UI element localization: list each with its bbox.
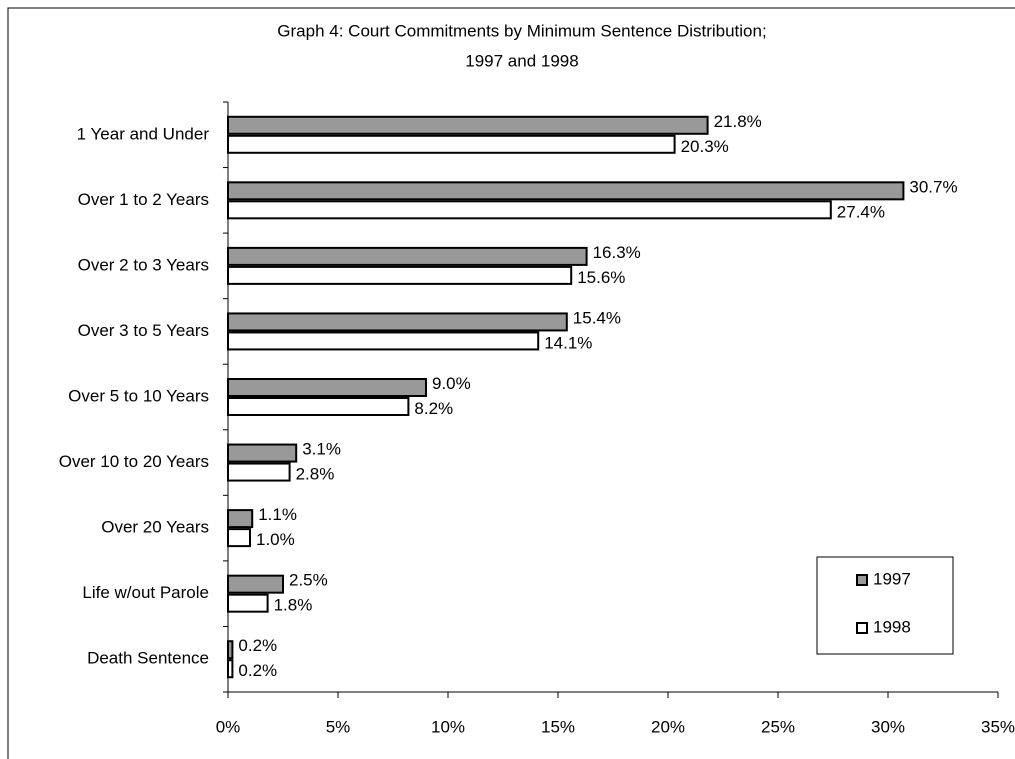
x-tick-label: 30%: [871, 717, 905, 736]
data-label: 0.2%: [238, 636, 277, 655]
data-label: 20.3%: [681, 137, 729, 156]
data-label: 15.4%: [573, 308, 621, 327]
y-tick-label: Life w/out Parole: [82, 583, 209, 602]
data-label: 3.1%: [302, 440, 341, 459]
bar: [227, 378, 427, 397]
y-tick-label: 1 Year and Under: [77, 124, 210, 143]
data-label: 2.5%: [289, 571, 328, 590]
bar: [227, 265, 573, 285]
legend-box: [816, 556, 954, 655]
legend-label: 1998: [873, 617, 911, 636]
bar: [227, 246, 588, 266]
bar: [227, 528, 251, 548]
y-tick-label: Death Sentence: [87, 649, 209, 668]
data-label: 16.3%: [593, 243, 641, 262]
chart-title: Graph 4: Court Commitments by Minimum Se…: [277, 21, 766, 40]
y-tick-label: Over 3 to 5 Years: [78, 321, 209, 340]
data-label: 1.8%: [274, 596, 313, 615]
x-tick-label: 10%: [431, 717, 465, 736]
y-tick-label: Over 10 to 20 Years: [59, 452, 209, 471]
x-tick-label: 20%: [651, 717, 685, 736]
y-tick-label: Over 5 to 10 Years: [68, 386, 209, 405]
data-label: 2.8%: [296, 465, 335, 484]
bar: [227, 574, 284, 594]
bar: [227, 397, 410, 416]
y-tick-label: Over 20 Years: [101, 518, 209, 537]
bar: [227, 593, 269, 613]
bar: [227, 509, 254, 529]
data-label: 0.2%: [238, 661, 277, 680]
data-label: 21.8%: [714, 112, 762, 131]
x-tick-label: 25%: [761, 717, 795, 736]
bar: [227, 312, 568, 332]
legend-label: 1997: [873, 569, 911, 588]
data-label: 9.0%: [432, 374, 471, 393]
data-label: 1.0%: [256, 530, 295, 549]
y-tick-label: Over 1 to 2 Years: [78, 190, 209, 209]
bar: [227, 443, 298, 463]
x-tick-label: 15%: [541, 717, 575, 736]
legend-swatch: [856, 574, 868, 586]
data-label: 8.2%: [414, 399, 453, 418]
data-label: 15.6%: [577, 268, 625, 287]
bar: [227, 134, 676, 154]
bar: [227, 181, 905, 201]
chart-title: 1997 and 1998: [465, 51, 578, 70]
bar: [227, 115, 709, 135]
bar: [227, 640, 234, 660]
data-label: 1.1%: [258, 505, 297, 524]
data-label: 14.1%: [544, 333, 592, 352]
bar: [227, 200, 832, 220]
data-label: 30.7%: [909, 177, 957, 196]
x-tick-label: 5%: [326, 717, 351, 736]
bar: [227, 462, 291, 482]
x-tick-label: 0%: [216, 717, 241, 736]
data-label: 27.4%: [837, 202, 885, 221]
y-tick-label: Over 2 to 3 Years: [78, 255, 209, 274]
bar: [227, 331, 540, 351]
x-tick-label: 35%: [981, 717, 1015, 736]
bar: [227, 659, 234, 679]
legend-swatch: [856, 622, 868, 634]
